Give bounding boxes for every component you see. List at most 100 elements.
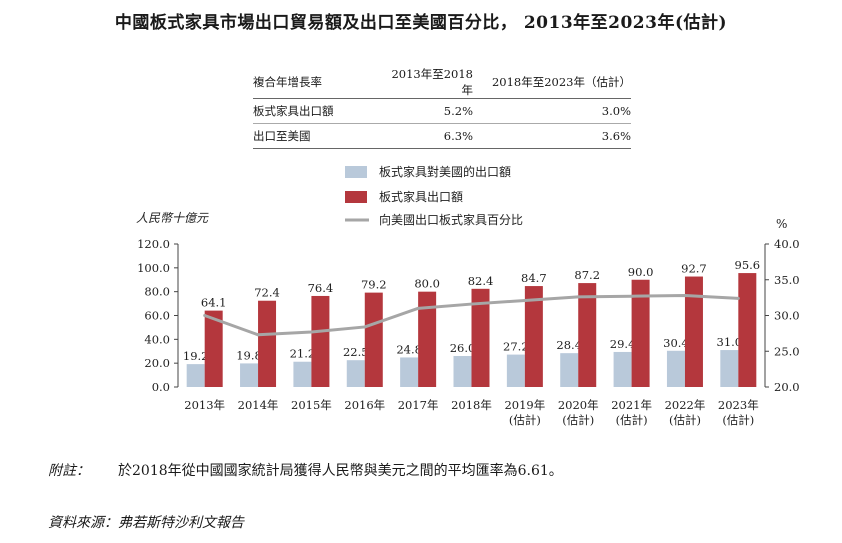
bar-us-export	[560, 353, 579, 387]
bar-total-export	[524, 286, 543, 387]
x-tick-label: 2019年	[504, 398, 545, 412]
line-point	[576, 295, 580, 299]
x-tick-label: 2020年	[558, 398, 599, 412]
bar-value-label: 79.2	[361, 278, 387, 292]
bar-value-label: 30.4	[663, 336, 689, 350]
bar-value-label: 22.5	[343, 345, 369, 359]
bar-total-export	[684, 276, 703, 387]
footnote-text: 於2018年從中國國家統計局獲得人民幣與美元之間的平均匯率為6.61。	[118, 463, 563, 479]
bar-total-export	[204, 310, 223, 387]
bar-value-label: 82.4	[468, 274, 494, 288]
bar-us-export	[720, 350, 739, 387]
bar-total-export	[311, 295, 330, 387]
cagr-header-period2: 2018年至2023年（估計）	[473, 66, 631, 99]
bar-us-export	[506, 354, 525, 387]
y-tick-label: 100.0	[137, 261, 170, 275]
cagr-header-label: 複合年增長率	[253, 66, 381, 99]
bar-value-label: 31.0	[717, 335, 743, 349]
bar-us-export	[453, 356, 472, 387]
x-tick-label: 2021年	[611, 398, 652, 412]
chart-title: 中國板式家具市場出口貿易額及出口至美國百分比， 2013年至2023年(估計)	[114, 13, 728, 33]
bar-us-export	[400, 357, 419, 387]
y-tick-label: 40.0	[144, 332, 170, 346]
x-tick-label: 2016年	[344, 398, 385, 412]
y-tick-label: 120.0	[137, 237, 170, 251]
bar-total-export	[631, 279, 650, 387]
line-point	[256, 333, 260, 337]
x-tick-label: 2013年	[184, 398, 225, 412]
x-tick-label: 2023年	[718, 398, 759, 412]
source-text: 資料來源：弗若斯特沙利文報告	[48, 515, 244, 531]
y2-tick-label: 40.0	[774, 237, 800, 251]
y-tick-label: 60.0	[144, 309, 170, 323]
x-tick-label: 2022年	[665, 398, 706, 412]
bar-value-label: 27.2	[503, 340, 529, 354]
bar-value-label: 80.0	[414, 277, 440, 291]
footnote-label: 附註：	[48, 463, 90, 479]
cagr-value: 3.0%	[473, 98, 631, 124]
bar-value-label: 76.4	[308, 281, 334, 295]
x-tick-label: 2015年	[291, 398, 332, 412]
x-tick-label: 2014年	[238, 398, 279, 412]
bar-value-label: 64.1	[201, 296, 227, 310]
cagr-value: 3.6%	[473, 123, 631, 149]
bar-value-label: 90.0	[628, 265, 654, 279]
bar-us-export	[666, 350, 685, 387]
bar-us-export	[613, 351, 632, 387]
cagr-row-us: 出口至美國 6.3% 3.6%	[253, 123, 631, 149]
y-tick-label: 0.0	[152, 380, 170, 394]
x-tick-label: (估計)	[722, 413, 754, 427]
y-tick-label: 20.0	[144, 356, 170, 370]
cagr-row-label: 板式家具出口額	[253, 98, 381, 124]
bar-value-label: 21.2	[290, 347, 316, 361]
line-point	[630, 294, 634, 298]
x-tick-label: (估計)	[562, 413, 594, 427]
bar-value-label: 84.7	[521, 271, 547, 285]
line-point	[470, 302, 473, 306]
legend-swatch	[345, 191, 367, 203]
y-axis-label: 人民幣十億元	[136, 211, 209, 225]
x-tick-label: (估計)	[669, 413, 701, 427]
x-tick-label: (估計)	[616, 413, 648, 427]
cagr-header-period1: 2013年至2018年	[381, 66, 473, 99]
y2-axis-label: %	[776, 217, 787, 231]
line-point	[683, 293, 687, 297]
bar-value-label: 19.2	[183, 349, 209, 363]
legend-label: 向美國出口板式家具百分比	[379, 212, 523, 227]
cagr-row-export: 板式家具出口額 5.2% 3.0%	[253, 98, 631, 124]
cagr-value: 5.2%	[381, 98, 473, 124]
bar-total-export	[418, 291, 437, 387]
y-tick-label: 80.0	[144, 285, 170, 299]
bar-us-export	[240, 363, 259, 387]
bar-value-label: 24.8	[396, 342, 422, 356]
cagr-table: 複合年增長率 2013年至2018年 2018年至2023年（估計） 板式家具出…	[253, 66, 631, 149]
x-tick-label: 2017年	[398, 398, 439, 412]
line-point	[309, 330, 313, 334]
bar-value-label: 29.4	[610, 337, 636, 351]
bar-value-label: 92.7	[681, 262, 707, 276]
bar-value-label: 26.0	[450, 341, 476, 355]
y2-tick-label: 35.0	[774, 273, 800, 287]
bar-total-export	[471, 288, 490, 387]
footnote: 附註： 於2018年從中國國家統計局獲得人民幣與美元之間的平均匯率為6.61。	[48, 460, 563, 480]
bar-total-export	[738, 273, 757, 387]
legend-label: 板式家具對美國的出口額	[379, 164, 511, 179]
bar-value-label: 19.8	[236, 348, 262, 362]
line-point	[523, 298, 527, 302]
legend-label: 板式家具出口額	[379, 189, 463, 204]
x-tick-label: (估計)	[509, 413, 541, 427]
bar-us-export	[293, 361, 312, 387]
bar-total-export	[364, 292, 383, 387]
cagr-header-row: 複合年增長率 2013年至2018年 2018年至2023年（估計）	[253, 66, 631, 99]
line-point	[363, 325, 367, 329]
y2-tick-label: 30.0	[774, 309, 800, 323]
y2-tick-label: 20.0	[774, 380, 800, 394]
legend-swatch	[345, 166, 367, 178]
cagr-row-label: 出口至美國	[253, 123, 381, 149]
bar-us-export	[346, 360, 365, 387]
bar-total-export	[258, 300, 277, 387]
line-point	[736, 296, 740, 300]
line-point	[203, 314, 207, 317]
cagr-value: 6.3%	[381, 123, 473, 149]
bar-value-label: 72.4	[254, 286, 280, 300]
